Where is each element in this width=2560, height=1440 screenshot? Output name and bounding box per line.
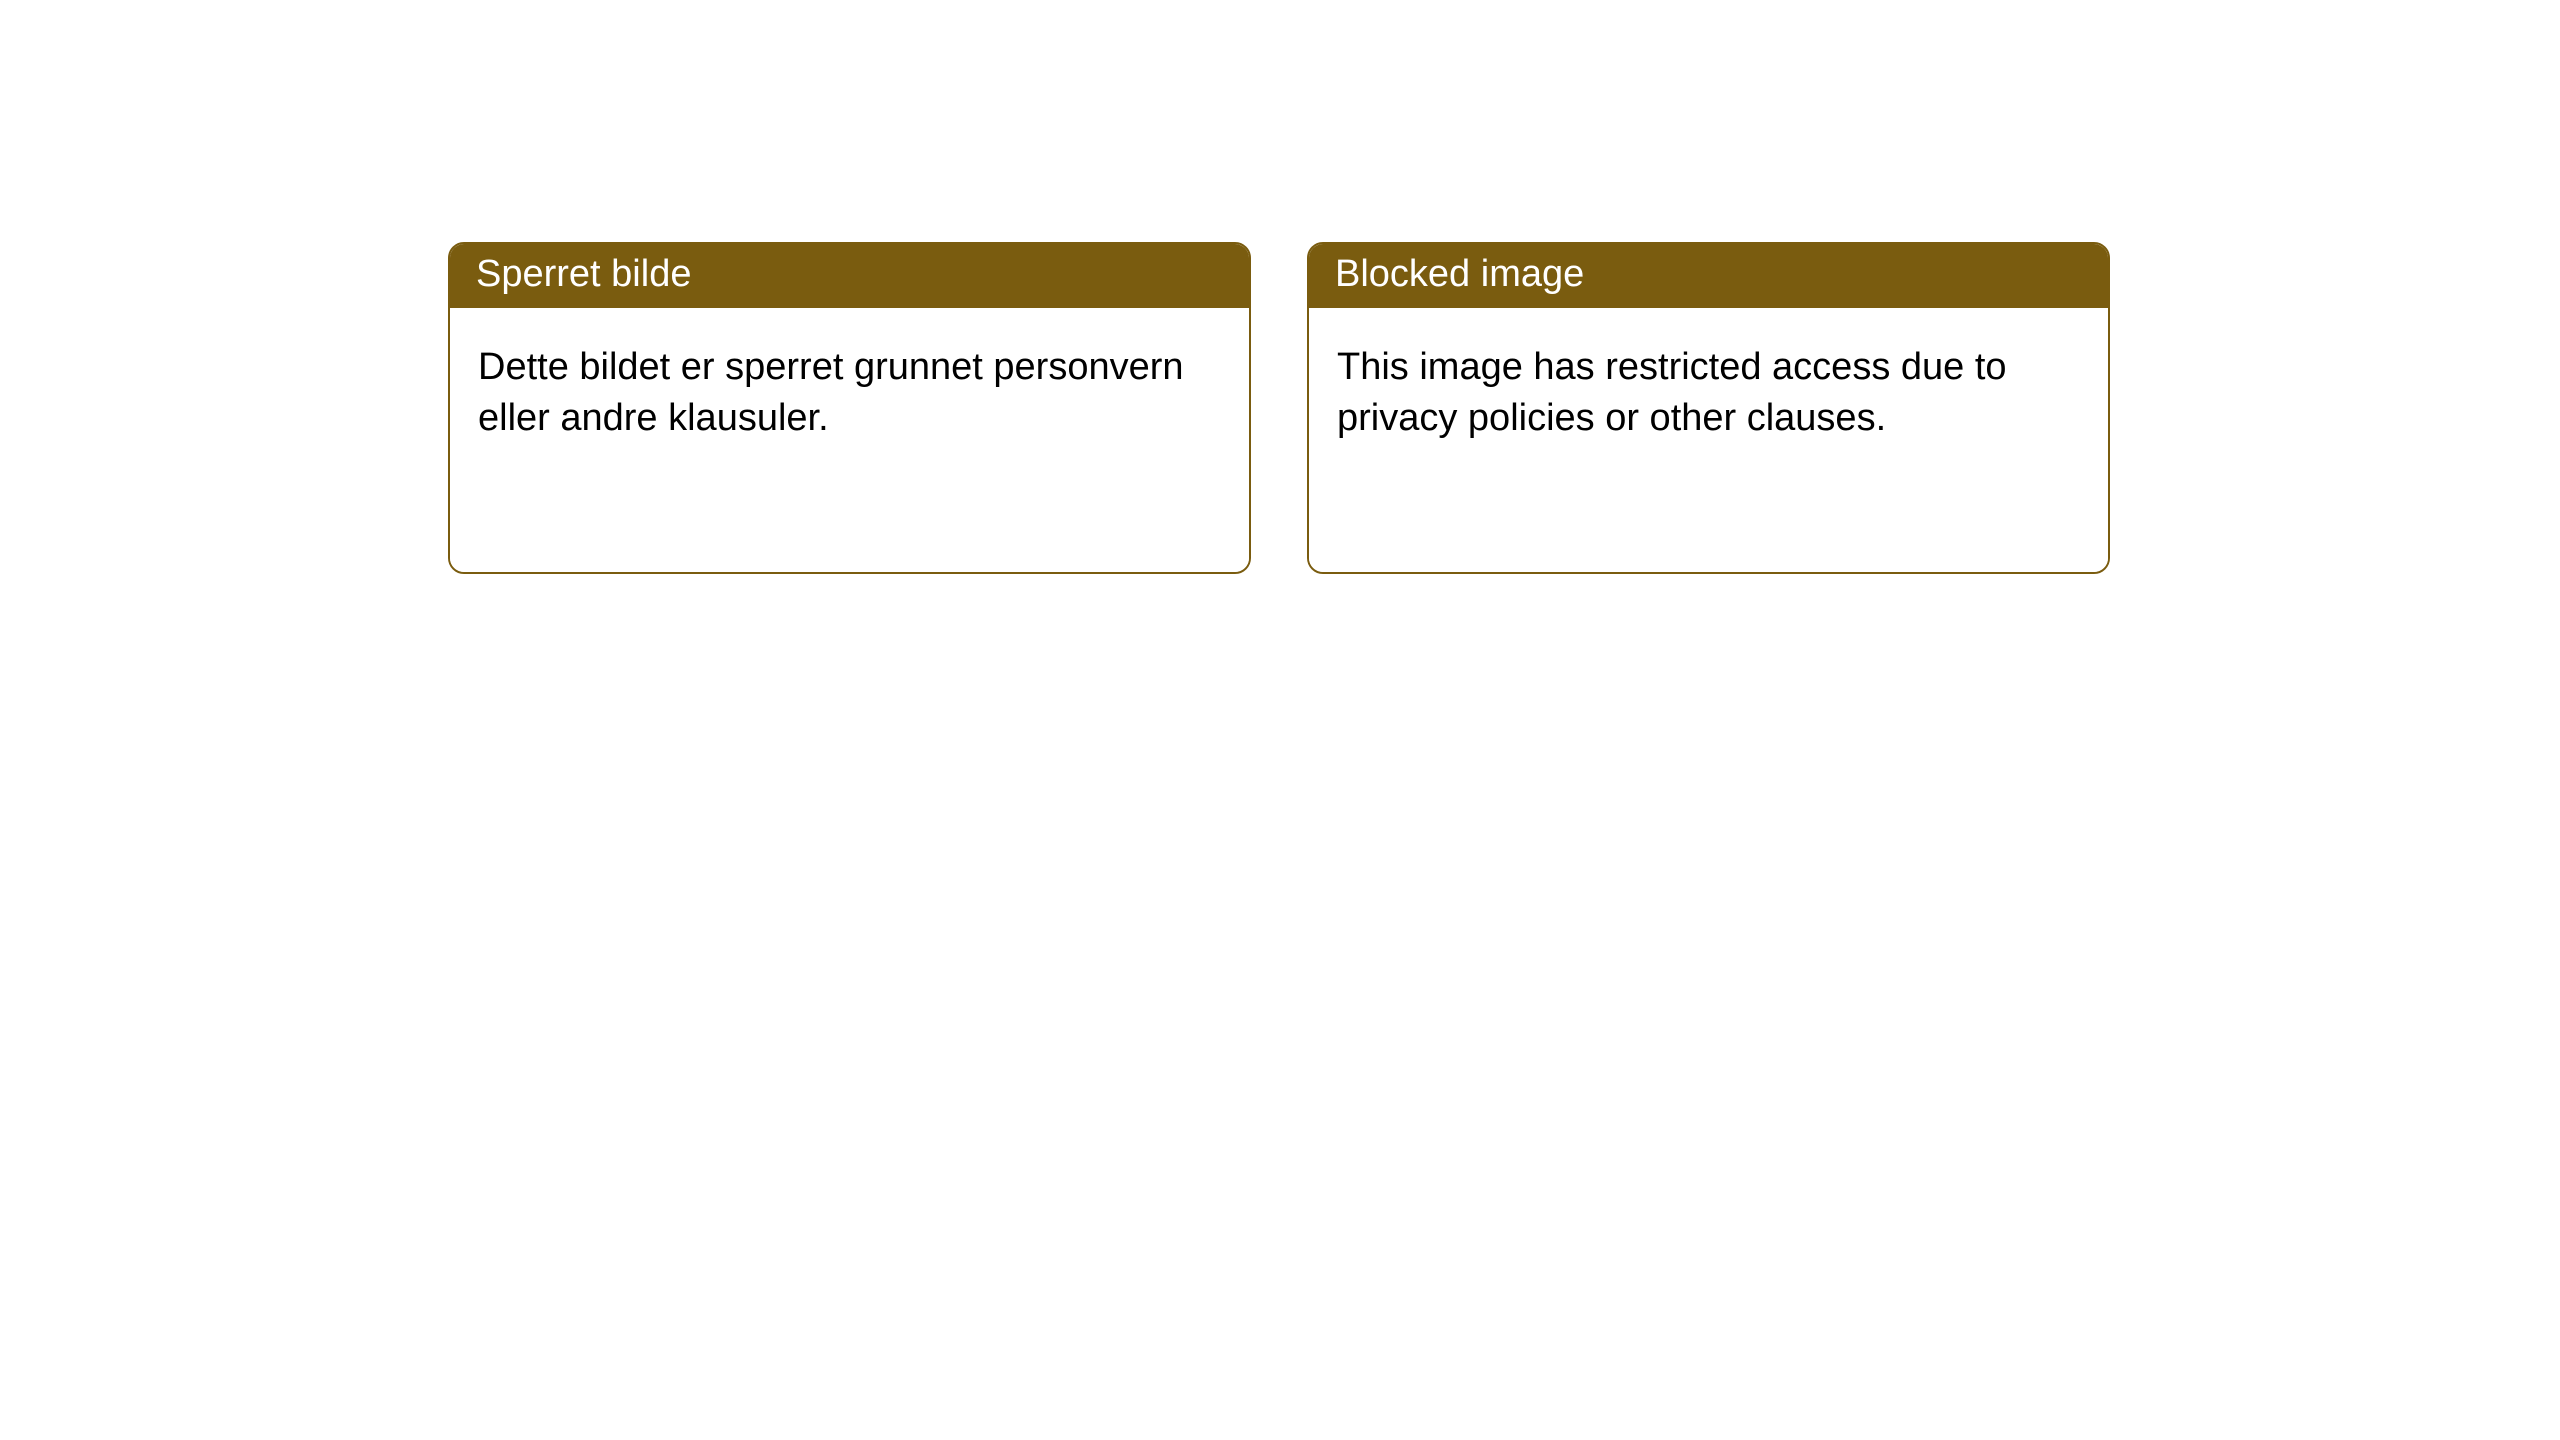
notice-card-norwegian: Sperret bilde Dette bildet er sperret gr… <box>448 242 1251 574</box>
notice-container: Sperret bilde Dette bildet er sperret gr… <box>0 0 2560 574</box>
notice-body-english: This image has restricted access due to … <box>1309 308 2108 572</box>
notice-card-english: Blocked image This image has restricted … <box>1307 242 2110 574</box>
notice-title-english: Blocked image <box>1309 244 2108 308</box>
notice-title-norwegian: Sperret bilde <box>450 244 1249 308</box>
notice-body-norwegian: Dette bildet er sperret grunnet personve… <box>450 308 1249 572</box>
